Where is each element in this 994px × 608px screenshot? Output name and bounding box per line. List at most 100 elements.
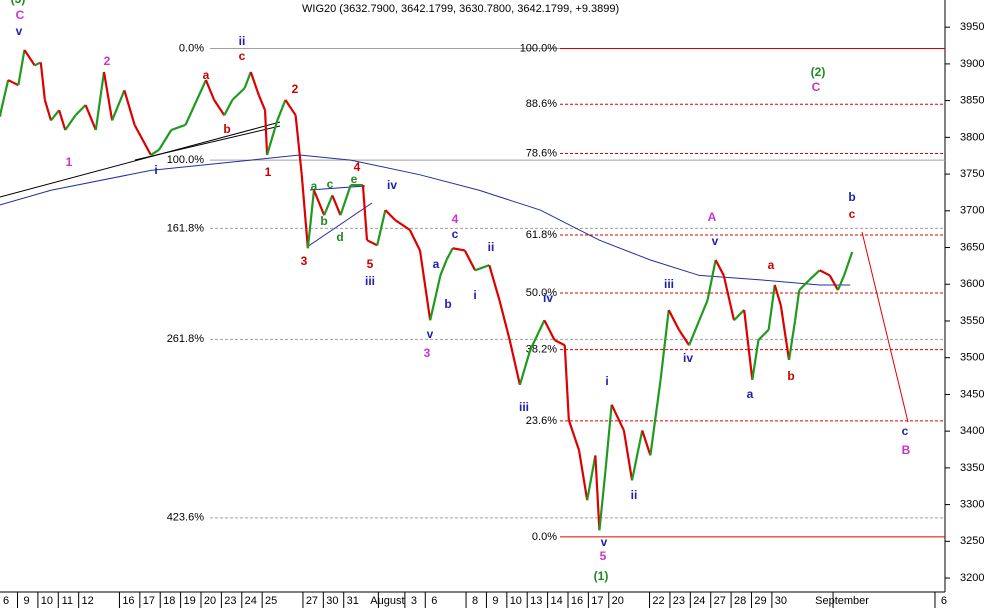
price-segment xyxy=(361,185,369,241)
wave-label: 4 xyxy=(354,160,361,174)
y-tick-label: 3600 xyxy=(960,278,984,290)
wave-channel xyxy=(306,202,373,248)
price-segment xyxy=(474,264,490,272)
price-segment xyxy=(819,269,831,277)
chart-title: WIG20 (3632.7900, 3642.1799, 3630.7800, … xyxy=(302,3,619,15)
wave-label: v xyxy=(427,327,434,341)
price-segment xyxy=(300,174,309,249)
wave-label: i xyxy=(605,374,608,388)
price-segment xyxy=(594,455,601,531)
fib-label: 88.6% xyxy=(526,98,557,110)
x-tick-label: 3 xyxy=(411,595,417,607)
price-segment xyxy=(284,99,297,116)
price-segment xyxy=(439,259,448,276)
price-segment xyxy=(667,309,680,331)
wave-label: 1 xyxy=(66,155,73,169)
y-tick-label: 3750 xyxy=(960,168,984,180)
price-segment xyxy=(843,251,854,276)
wave-label: iii xyxy=(365,274,375,288)
wave-label: 3 xyxy=(424,346,431,360)
wave-label: b xyxy=(444,297,451,311)
wave-label: v xyxy=(601,535,608,549)
price-segment xyxy=(794,289,801,321)
fib-label: 423.6% xyxy=(167,512,205,524)
trend-line xyxy=(0,121,281,198)
y-tick-label: 3550 xyxy=(960,315,984,327)
price-segment xyxy=(257,95,267,111)
price-segment xyxy=(563,345,570,421)
x-tick-label: 20 xyxy=(204,595,216,607)
trend-line xyxy=(134,125,281,161)
x-tick-label: 13 xyxy=(530,595,542,607)
price-segment xyxy=(787,320,797,361)
price-segment xyxy=(429,275,442,321)
price-segment xyxy=(767,284,776,330)
wave-label: iii xyxy=(519,400,529,414)
price-segment xyxy=(170,123,186,132)
price-segment xyxy=(659,309,670,380)
wave-label: A xyxy=(708,210,717,224)
wave-label: i xyxy=(154,163,157,177)
x-tick-label: 16 xyxy=(122,595,134,607)
fib-label: 100.0% xyxy=(520,42,558,54)
price-segment xyxy=(204,79,216,101)
projection-line xyxy=(861,231,909,423)
x-tick-label: 25 xyxy=(265,595,277,607)
wave-label: i xyxy=(473,288,476,302)
x-tick-label: 17 xyxy=(143,595,155,607)
price-segment xyxy=(123,90,136,126)
price-segment xyxy=(306,190,316,249)
x-tick-label: August xyxy=(370,595,404,607)
x-tick-label: 6 xyxy=(3,595,9,607)
wave-label: a xyxy=(747,387,754,401)
wave-label: 5 xyxy=(600,549,607,563)
wave-label: b xyxy=(223,122,230,136)
x-tick-label: 30 xyxy=(326,595,338,607)
wave-label: C xyxy=(16,8,25,22)
x-tick-label: 23 xyxy=(224,595,236,607)
price-segment xyxy=(158,129,173,151)
price-segment xyxy=(798,279,811,291)
price-segment xyxy=(102,71,114,121)
wave-label: (3) xyxy=(11,0,26,6)
price-segment xyxy=(94,71,106,131)
wave-label: e xyxy=(351,172,358,186)
price-segment xyxy=(249,71,260,96)
price-segment xyxy=(0,79,10,116)
price-segment xyxy=(266,120,279,156)
wave-label: c xyxy=(239,49,246,63)
price-segment xyxy=(376,209,387,246)
price-segment xyxy=(213,99,226,116)
y-tick-label: 3400 xyxy=(960,425,984,437)
price-segment xyxy=(733,309,745,322)
wave-label: d xyxy=(336,230,343,244)
price-segment xyxy=(808,269,821,281)
x-tick-label: 19 xyxy=(183,595,195,607)
wave-label: B xyxy=(902,443,911,457)
wave-label: iv xyxy=(387,178,397,192)
fib-label: 61.8% xyxy=(526,229,557,241)
price-segment xyxy=(630,430,644,481)
wave-channel xyxy=(309,185,366,191)
price-segment xyxy=(312,189,326,216)
price-segment xyxy=(408,229,421,251)
x-tick-label: 29 xyxy=(754,595,766,607)
fib-label: 50.0% xyxy=(526,287,557,299)
fib-label: 261.8% xyxy=(167,333,205,345)
price-segment xyxy=(543,319,556,341)
price-segment xyxy=(58,109,67,131)
price-segment xyxy=(133,124,152,156)
price-segment xyxy=(529,319,546,351)
wave-label: iv xyxy=(543,291,553,305)
price-segment xyxy=(150,148,160,156)
price-segment xyxy=(84,104,97,131)
x-tick-label: 14 xyxy=(550,595,562,607)
x-tick-label: 31 xyxy=(347,595,359,607)
price-segment xyxy=(722,275,736,321)
price-segment xyxy=(39,62,46,101)
price-segment xyxy=(463,249,477,271)
x-tick-label: 9 xyxy=(492,595,498,607)
wave-label: 2 xyxy=(292,82,299,96)
